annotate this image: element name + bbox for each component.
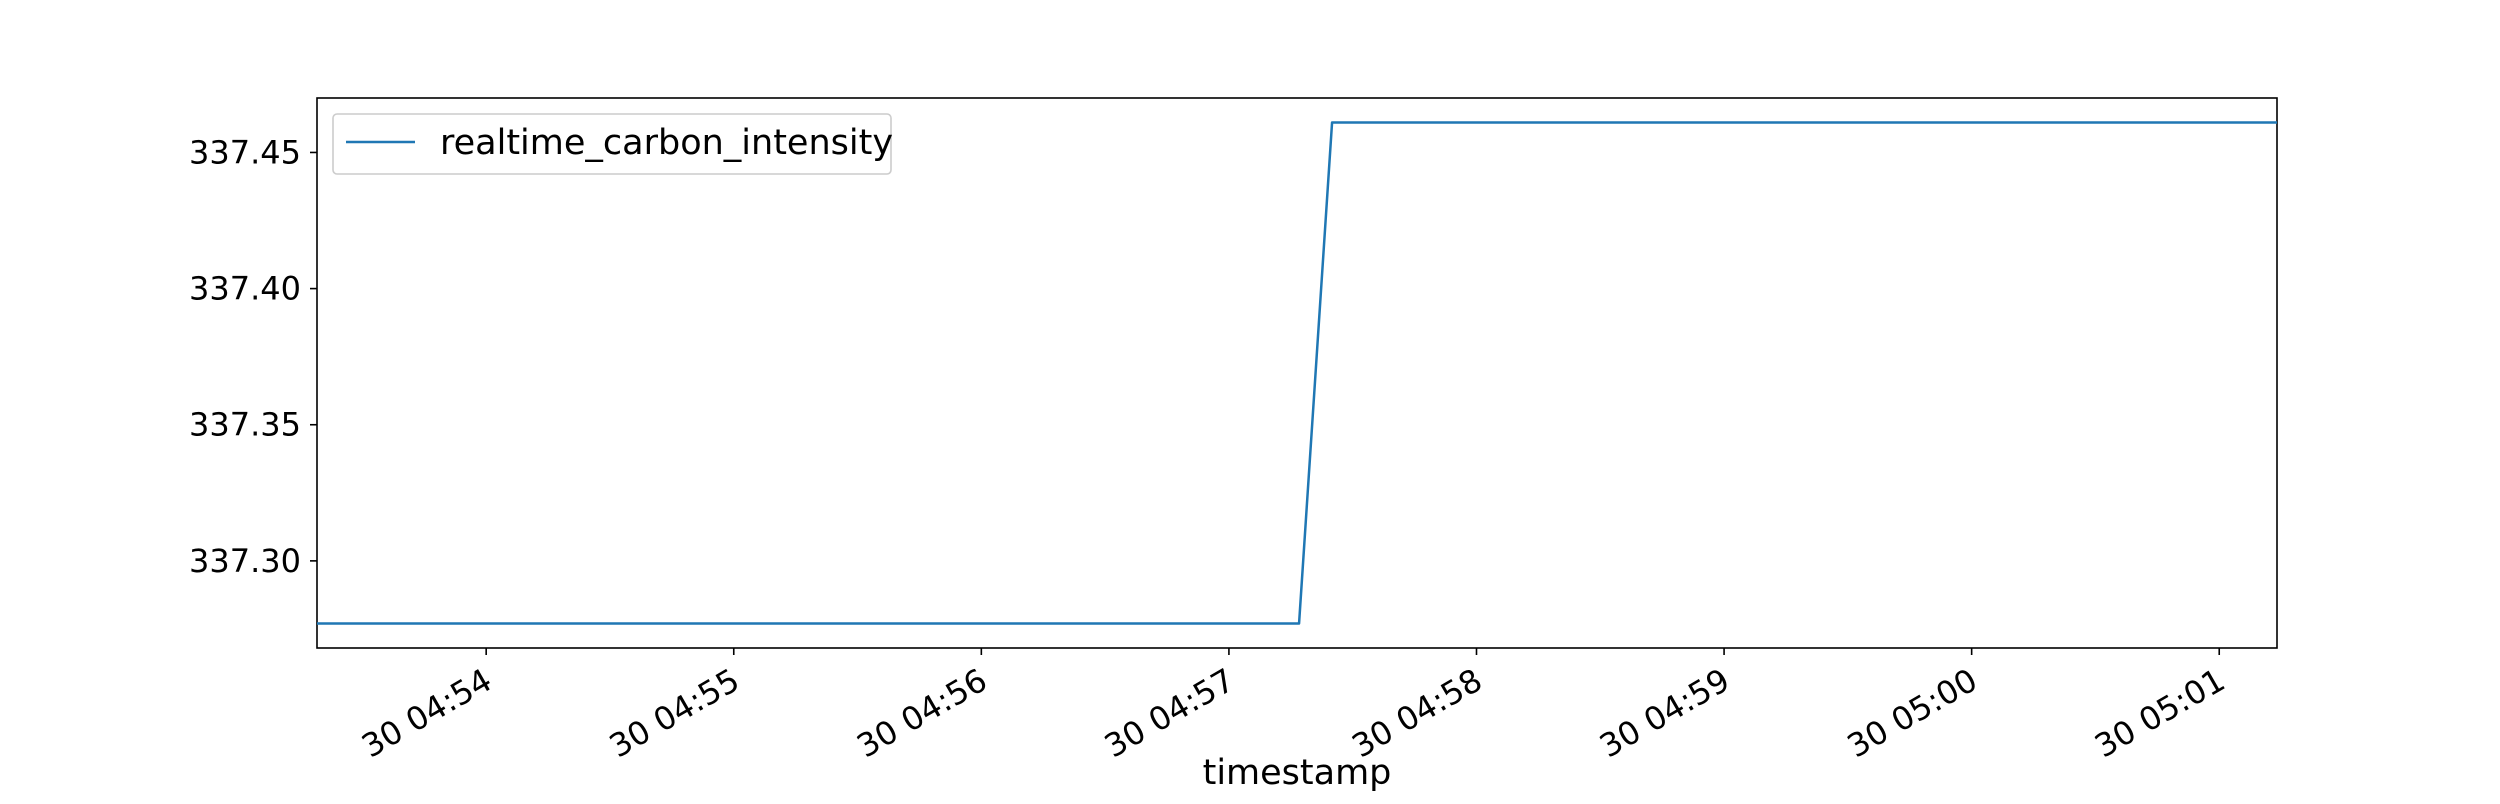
series-layer (317, 121, 2277, 625)
series-line-0 (317, 121, 2277, 625)
x-tick-label: 30 04:56 (850, 661, 993, 765)
y-tick-label: 337.45 (189, 133, 301, 171)
legend-label: realtime_carbon_intensity (440, 123, 893, 163)
plot-area (316, 97, 2278, 649)
x-axis: 30 04:54 30 04:55 30 04:56 30 04:57 30 04:58… (355, 648, 2231, 765)
legend: realtime_carbon_intensity (332, 113, 893, 175)
y-axis: 337.30 337.35 337.40 337.45 (189, 133, 317, 580)
x-tick-label: 30 05:01 (2088, 661, 2231, 765)
legend-box (332, 113, 892, 175)
x-tick-label: 30 04:58 (1346, 661, 1489, 765)
x-tick-label: 30 04:54 (355, 661, 498, 765)
y-tick-label: 337.40 (189, 270, 301, 308)
y-tick-label: 337.30 (189, 542, 301, 580)
x-tick-label: 30 04:59 (1593, 661, 1736, 765)
x-tick-label: 30 04:57 (1098, 661, 1241, 765)
x-axis-title: timestamp (1203, 753, 1392, 793)
x-tick-label: 30 05:00 (1841, 661, 1984, 765)
y-tick-label: 337.35 (189, 406, 301, 444)
x-tick-label: 30 04:55 (603, 661, 746, 765)
